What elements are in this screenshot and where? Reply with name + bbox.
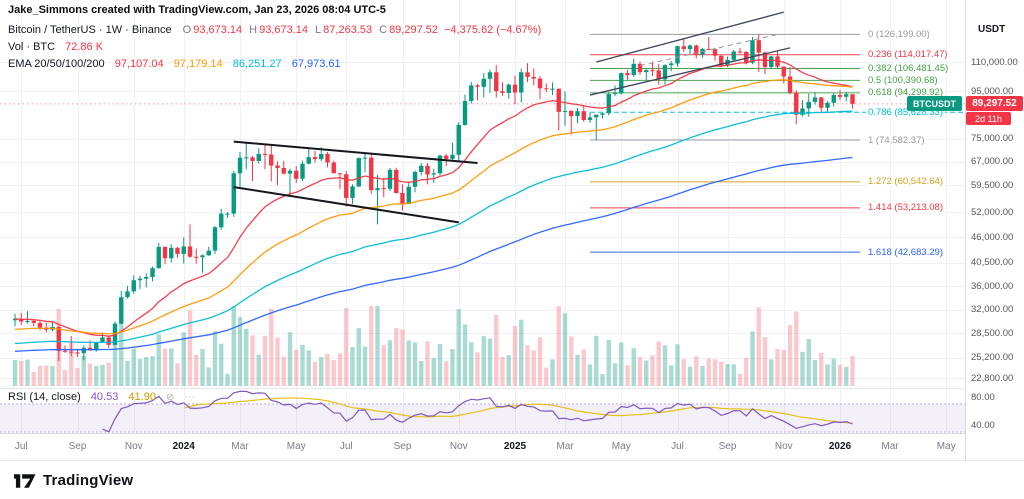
ohlc-low-label: L	[315, 24, 322, 36]
time-axis-month-label: Nov	[124, 441, 143, 452]
time-axis-month-label: Sep	[393, 441, 412, 452]
main-chart-canvas[interactable]	[0, 0, 965, 433]
time-axis-year-label: 2026	[828, 441, 852, 452]
rising-channel-mid-dashed-line[interactable]	[639, 33, 778, 67]
descending-channel-lower-line[interactable]	[233, 186, 459, 224]
time-axis-month-label: Jul	[14, 441, 28, 452]
ohlc-high-label: H	[249, 24, 258, 36]
price-axis-label: 75,000.00	[971, 133, 1014, 145]
time-axis[interactable]: Jul Sep Nov 2024 Mar May Jul Sep Nov 2025 Mar May Ju…	[0, 433, 1024, 461]
ohlc-close-label: C	[379, 24, 388, 36]
price-axis-label: 95,000.00	[971, 85, 1014, 97]
ohlc-close-value: 89,297.52	[389, 24, 438, 36]
time-axis-year-label: 2025	[503, 441, 527, 452]
ema-label: EMA 20/50/100/200	[8, 58, 105, 70]
time-axis-year-label: 2024	[172, 441, 195, 452]
ema-50-value: 97,179.14	[173, 58, 223, 70]
time-axis-month-label: May	[611, 441, 631, 452]
tradingview-brand-text: TradingView	[43, 472, 134, 489]
time-axis-month-label: May	[286, 441, 306, 452]
price-axis-label: 67,000.00	[971, 156, 1014, 168]
price-axis-currency-label: USDT	[978, 24, 1006, 35]
time-axis-month-label: Mar	[556, 441, 574, 452]
pane-separator[interactable]	[0, 388, 1024, 389]
symbol-legend[interactable]: Bitcoin / TetherUS · 1W · Binance O 93,673…	[8, 24, 541, 36]
ema-200-value: 67,973.61	[291, 58, 341, 70]
time-axis-month-label: Jul	[671, 441, 684, 452]
symbol-title[interactable]: Bitcoin / TetherUS · 1W · Binance	[8, 24, 172, 36]
price-axis-label: 25,200.00	[971, 352, 1014, 364]
change-value: −4,375.62 (−4.67%)	[444, 24, 542, 36]
tradingview-logo[interactable]: TradingView	[14, 472, 133, 489]
volume-legend[interactable]: Vol · BTC 72.86 K	[8, 41, 103, 53]
ema-20-value: 97,107.04	[114, 58, 164, 70]
rsi-pane	[0, 390, 965, 433]
ohlc-low-value: 87,263.53	[323, 24, 373, 36]
price-axis-label: 59,500.00	[971, 179, 1014, 191]
rsi-ma-line	[183, 397, 853, 424]
price-axis-label: 40,500.00	[971, 257, 1014, 269]
ema-50-line	[14, 79, 853, 335]
price-axis-label: 22,800.00	[971, 372, 1014, 384]
time-axis-month-label: Jul	[339, 441, 353, 452]
time-axis-month-label: May	[936, 441, 956, 452]
time-axis-month-label: Mar	[881, 441, 899, 452]
time-axis-month-label: Mar	[231, 441, 249, 452]
rsi-axis-label: 80.00	[971, 391, 995, 403]
hide-indicator-icon[interactable]: ⊘	[166, 392, 175, 403]
tradingview-logo-icon	[14, 473, 36, 488]
last-price-tag: 89,297.52	[966, 96, 1023, 111]
more-options-icon[interactable]: ⋯	[184, 392, 195, 403]
time-axis-month-label: Nov	[449, 441, 468, 452]
ohlc-open-label: O	[182, 24, 192, 36]
descending-channel-upper-line[interactable]	[233, 140, 478, 165]
price-axis-label: 46,000.00	[971, 231, 1014, 243]
time-axis-month-label: Sep	[718, 441, 737, 452]
ema-100-line	[14, 110, 853, 345]
symbol-name-tag: BTCUSDT	[907, 96, 962, 111]
footer-bar: TradingView	[0, 460, 1024, 499]
time-axis-month-label: Sep	[68, 441, 87, 452]
rising-channel-lower-line[interactable]	[589, 47, 791, 96]
ema-100-value: 86,251.27	[232, 58, 282, 70]
price-axis[interactable]: USDT 110,000.00 95,000.00 75,000.00 67,000.…	[965, 0, 1024, 460]
rising-channel-upper-line[interactable]	[596, 11, 784, 63]
volume-label: Vol · BTC	[8, 41, 56, 53]
price-axis-label: 28,500.00	[971, 327, 1014, 339]
rsi-legend[interactable]: RSI (14, close) 40.53 41.90 ⊘ ⋯	[8, 391, 194, 403]
price-axis-label: 36,000.00	[971, 280, 1014, 292]
rsi-axis-label: 40.00	[971, 419, 995, 431]
time-axis-month-label: Nov	[774, 441, 793, 452]
ema-legend[interactable]: EMA 20/50/100/200 97,107.04 97,179.14 86…	[8, 58, 341, 70]
candlestick-series	[12, 34, 855, 362]
price-axis-label: 52,000.00	[971, 206, 1014, 218]
rsi-line	[102, 390, 853, 433]
rsi-value: 40.53	[90, 391, 119, 403]
rsi-label: RSI (14, close)	[8, 391, 81, 403]
rsi-ma-value: 41.90	[128, 391, 156, 403]
grid-lines	[0, 0, 965, 433]
volume-series	[12, 306, 855, 386]
ohlc-open-value: 93,673.14	[193, 24, 243, 36]
price-axis-label: 32,000.00	[971, 304, 1014, 316]
ohlc-high-value: 93,673.14	[259, 24, 309, 36]
price-axis-label: 110,000.00	[971, 56, 1018, 68]
ema-200-line	[14, 156, 853, 352]
attribution-text: Jake_Simmons created with TradingView.co…	[8, 4, 386, 16]
volume-value: 72.86 K	[65, 41, 104, 53]
bar-countdown-tag: 2d 11h	[966, 112, 1011, 125]
